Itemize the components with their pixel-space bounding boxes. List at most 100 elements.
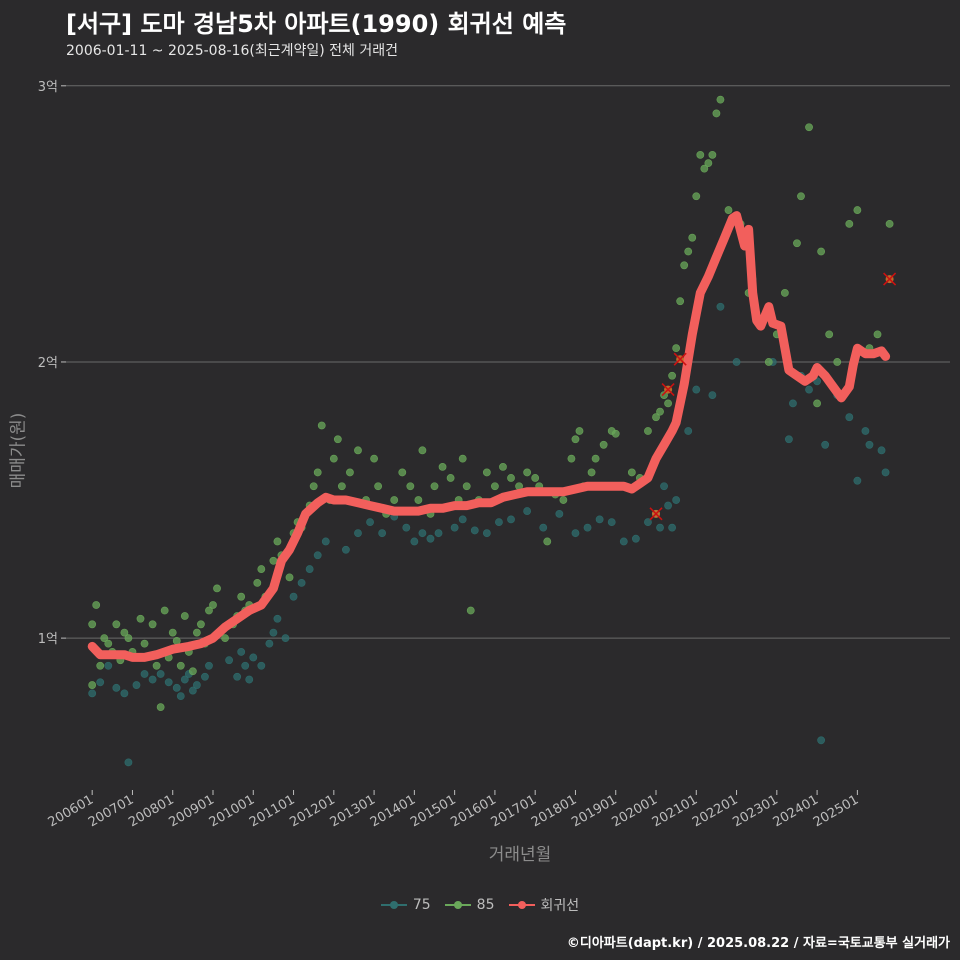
point-85-52 (329, 454, 338, 463)
point-75-13 (180, 675, 189, 684)
point-75-24 (249, 653, 258, 662)
point-75-18 (205, 661, 213, 670)
x-tick-label-18: 202401 (771, 792, 821, 830)
point-75-85 (865, 440, 874, 449)
x-tick-label-4: 201001 (207, 792, 257, 830)
point-75-38 (378, 529, 387, 538)
point-75-50 (507, 515, 515, 524)
point-75-71 (732, 358, 741, 366)
point-85-2 (92, 601, 101, 609)
x-tick-label-13: 201901 (569, 792, 619, 830)
x-tick-label-17: 202301 (730, 792, 780, 830)
point-75-28 (273, 614, 282, 623)
x-tick-label-16: 202201 (690, 792, 740, 830)
x-tick-label-3: 200901 (167, 792, 217, 830)
point-75-75 (789, 399, 797, 408)
point-85-25 (192, 628, 201, 637)
point-85-49 (313, 468, 322, 477)
point-75-40 (402, 523, 411, 532)
point-85-21 (176, 661, 185, 670)
point-85-125 (805, 123, 813, 132)
y-tick-label-2: 3억 (38, 80, 58, 95)
point-85-59 (374, 482, 383, 491)
point-75-0 (88, 689, 97, 698)
point-85-4 (100, 634, 109, 643)
legend-item-85[interactable]: 85 (444, 897, 495, 913)
point-85-67 (430, 482, 439, 491)
point-85-13 (140, 639, 149, 648)
x-tick-label-9: 201501 (408, 792, 458, 830)
point-85-114 (712, 109, 721, 118)
point-85-68 (438, 462, 447, 471)
point-85-41 (273, 537, 282, 546)
point-75-23 (245, 675, 254, 684)
point-85-31 (221, 634, 229, 643)
point-75-21 (237, 648, 246, 656)
point-85-65 (418, 446, 427, 455)
x-tick-label-6: 201201 (287, 792, 337, 830)
point-85-9 (120, 628, 129, 637)
point-85-30 (213, 584, 221, 593)
x-tick-label-15: 202101 (650, 792, 700, 830)
outlier-marker-2 (673, 352, 687, 366)
point-75-19 (225, 656, 234, 665)
point-85-88 (575, 427, 584, 435)
point-75-55 (583, 523, 592, 532)
point-85-104 (672, 344, 681, 353)
point-85-112 (704, 159, 713, 168)
y-tick-label-0: 1억 (38, 632, 58, 647)
point-85-0 (88, 681, 97, 689)
y-axis-label: 매매가(원) (8, 412, 29, 488)
point-75-9 (156, 670, 165, 678)
point-85-1 (88, 620, 97, 629)
point-85-63 (406, 482, 415, 491)
x-tick-label-19: 202501 (811, 792, 861, 830)
point-85-61 (390, 496, 399, 504)
point-85-7 (112, 620, 121, 629)
point-75-26 (265, 639, 274, 648)
point-75-53 (555, 509, 564, 518)
point-85-54 (337, 482, 346, 491)
point-85-69 (446, 474, 455, 482)
point-85-29 (209, 601, 217, 609)
point-75-83 (853, 476, 862, 485)
point-75-82 (845, 413, 854, 422)
point-75-56 (595, 515, 604, 524)
point-75-48 (482, 529, 491, 538)
point-85-12 (136, 614, 145, 623)
point-75-65 (668, 523, 677, 532)
point-75-34 (321, 537, 330, 546)
point-85-83 (543, 537, 552, 546)
point-85-5 (104, 639, 113, 648)
point-85-19 (168, 628, 177, 637)
point-85-48 (309, 482, 318, 491)
point-75-31 (297, 578, 306, 587)
point-75-16 (192, 681, 201, 689)
point-75-42 (418, 529, 427, 538)
point-85-22 (180, 612, 189, 620)
legend-item-75[interactable]: 75 (380, 897, 431, 913)
point-85-71 (458, 454, 467, 463)
x-tick-label-7: 201301 (328, 792, 378, 830)
point-75-58 (619, 537, 628, 546)
point-75-70 (716, 302, 725, 311)
point-85-37 (253, 578, 262, 587)
point-75-46 (458, 515, 467, 524)
point-85-100 (656, 407, 664, 416)
point-75-1 (96, 678, 105, 687)
x-tick-label-12: 201801 (529, 792, 579, 830)
point-85-103 (668, 371, 677, 380)
point-75-2 (104, 661, 113, 670)
x-tick-label-8: 201401 (368, 792, 418, 830)
point-85-26 (197, 620, 205, 629)
point-85-62 (398, 468, 407, 477)
point-85-128 (825, 330, 834, 339)
point-85-73 (466, 606, 475, 615)
point-75-41 (410, 537, 419, 546)
y-axis-ticks: 1억 2억 3억 (38, 80, 66, 647)
point-85-14 (148, 620, 157, 629)
point-85-131 (853, 206, 862, 214)
legend-item-regression[interactable]: 회귀선 (508, 895, 579, 915)
point-85-15 (152, 661, 161, 670)
point-85-43 (285, 573, 294, 582)
